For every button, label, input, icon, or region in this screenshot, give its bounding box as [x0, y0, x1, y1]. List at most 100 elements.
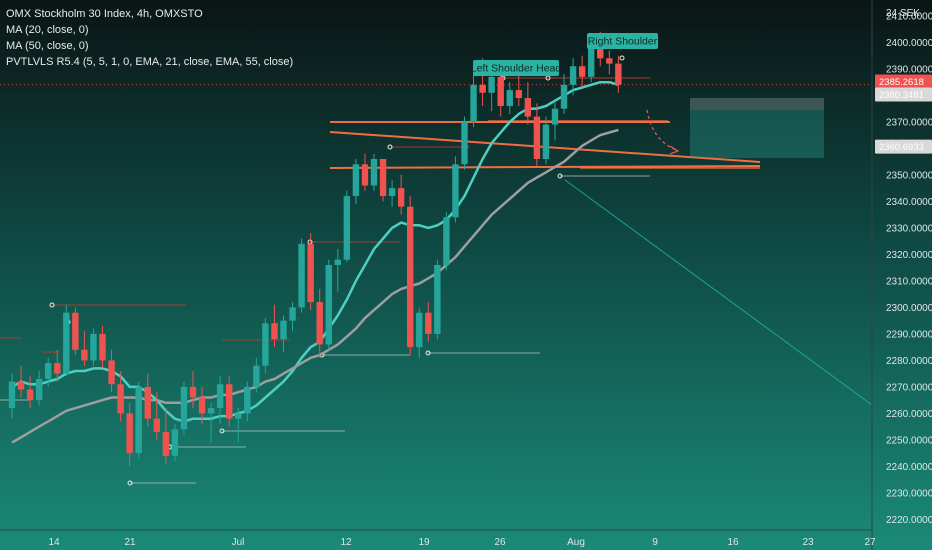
annotation-layer: Left Shoulder Head Right Shoulder	[471, 33, 658, 76]
y-tick-label: 2370.0000	[886, 117, 932, 128]
candle-body	[524, 98, 532, 117]
target-zone-top	[690, 98, 824, 110]
candle-body	[569, 66, 577, 85]
candle-body	[298, 243, 305, 308]
candle-body	[560, 84, 568, 109]
legend-ma20[interactable]: MA (20, close, 0)	[6, 24, 89, 36]
y-tick-label: 2390.0000	[886, 64, 932, 75]
candle-body	[198, 397, 206, 414]
price-tag-bg	[875, 74, 932, 89]
candle-body	[244, 386, 251, 414]
candle-body	[452, 164, 459, 218]
time-axis[interactable]: 14 21 Jul 12 19 26 Aug 9 16 23 27	[0, 529, 876, 548]
x-tick-label: Jul	[232, 537, 245, 548]
neckline-line	[329, 165, 761, 169]
candle-body	[325, 265, 332, 345]
annotation-right-shoulder: Right Shoulder	[588, 36, 658, 48]
candle-body	[606, 58, 613, 64]
price-tag-value: 2360.6933	[879, 142, 924, 153]
candle-body	[153, 418, 160, 432]
candle-body	[515, 90, 522, 99]
legend-pvtlvls[interactable]: PVTLVLS R5.4 (5, 5, 1, 0, EMA, 21, close…	[6, 56, 294, 68]
candle-body	[334, 259, 341, 265]
pivot-marker	[425, 350, 431, 356]
y-tick-label: 2280.0000	[886, 356, 932, 367]
x-tick-label: 27	[864, 537, 876, 548]
pivot-marker	[49, 302, 55, 308]
candle-body	[26, 389, 34, 401]
candle-body	[171, 429, 179, 456]
candle-body	[162, 431, 170, 456]
price-tag-value: 2380.3481	[879, 90, 924, 101]
candle-body	[117, 384, 124, 414]
candle-body	[35, 378, 43, 401]
candle-body	[72, 312, 79, 350]
currency-label: 24 SEK	[886, 8, 920, 19]
trend-line	[564, 179, 873, 406]
y-tick-label: 2340.0000	[886, 197, 932, 208]
candle-body	[443, 217, 450, 265]
y-tick-label: 2400.0000	[886, 38, 932, 49]
candle-body	[343, 196, 351, 260]
pivot-marker	[219, 428, 225, 434]
candle-body	[370, 159, 378, 186]
x-tick-label: 26	[494, 537, 506, 548]
candle-body	[425, 312, 432, 334]
candle-body	[280, 320, 287, 340]
y-tick-label: 2260.0000	[886, 409, 932, 420]
annotation-left-shoulder-head: Left Shoulder Head	[471, 63, 562, 75]
candle-body	[352, 164, 360, 197]
candle-body	[316, 302, 323, 345]
candle-body	[216, 384, 224, 409]
candle-body	[81, 349, 88, 361]
x-tick-label: 14	[48, 537, 60, 548]
candle-body	[63, 312, 70, 374]
y-tick-label: 2270.0000	[886, 382, 932, 393]
y-tick-label: 2290.0000	[886, 329, 932, 340]
candle-body	[8, 381, 16, 409]
candle-body	[533, 116, 541, 159]
candle-body	[479, 84, 486, 93]
candle-body	[126, 413, 133, 454]
candle-body	[307, 243, 314, 303]
candle-body	[470, 84, 477, 122]
candle-body	[54, 363, 61, 374]
y-tick-label: 2330.0000	[886, 223, 932, 234]
x-tick-label: 12	[340, 537, 352, 548]
y-tick-label: 2410.0000	[886, 11, 932, 22]
candle-body	[416, 312, 423, 348]
y-tick-label: 2320.0000	[886, 250, 932, 261]
annotation-right-shoulder-bg	[587, 33, 658, 49]
legend-symbol[interactable]: OMX Stockholm 30 Index, 4h, OMXSTO	[6, 8, 203, 20]
overlay-layer	[0, 55, 873, 486]
candle-body	[578, 66, 586, 77]
pivot-marker	[619, 55, 625, 61]
candle-body	[99, 333, 106, 361]
candle-body	[388, 188, 396, 197]
legend-ma50[interactable]: MA (50, close, 0)	[6, 40, 89, 52]
x-tick-label: 19	[418, 537, 430, 548]
y-tick-label: 2300.0000	[886, 303, 932, 314]
y-tick-label: 2310.0000	[886, 276, 932, 287]
candle-body	[551, 108, 559, 125]
y-tick-label: 2350.0000	[886, 170, 932, 181]
candle-body	[108, 360, 115, 385]
annotation-left-shoulder-head-bg	[473, 60, 559, 76]
ma50-line	[11, 128, 619, 444]
pivot-marker	[127, 480, 133, 486]
y-tick-label: 2220.0000	[886, 515, 932, 526]
projection-arrow-head	[669, 145, 680, 155]
candle-body	[17, 381, 25, 390]
y-tick-label: 2230.0000	[886, 488, 932, 499]
candle-body	[407, 206, 414, 348]
y-tick-label: 2240.0000	[886, 462, 932, 473]
x-tick-label: 23	[802, 537, 814, 548]
x-tick-label: 9	[652, 537, 658, 548]
candle-body	[506, 90, 513, 106]
candle-body	[289, 307, 296, 321]
x-tick-label: 16	[727, 537, 739, 548]
